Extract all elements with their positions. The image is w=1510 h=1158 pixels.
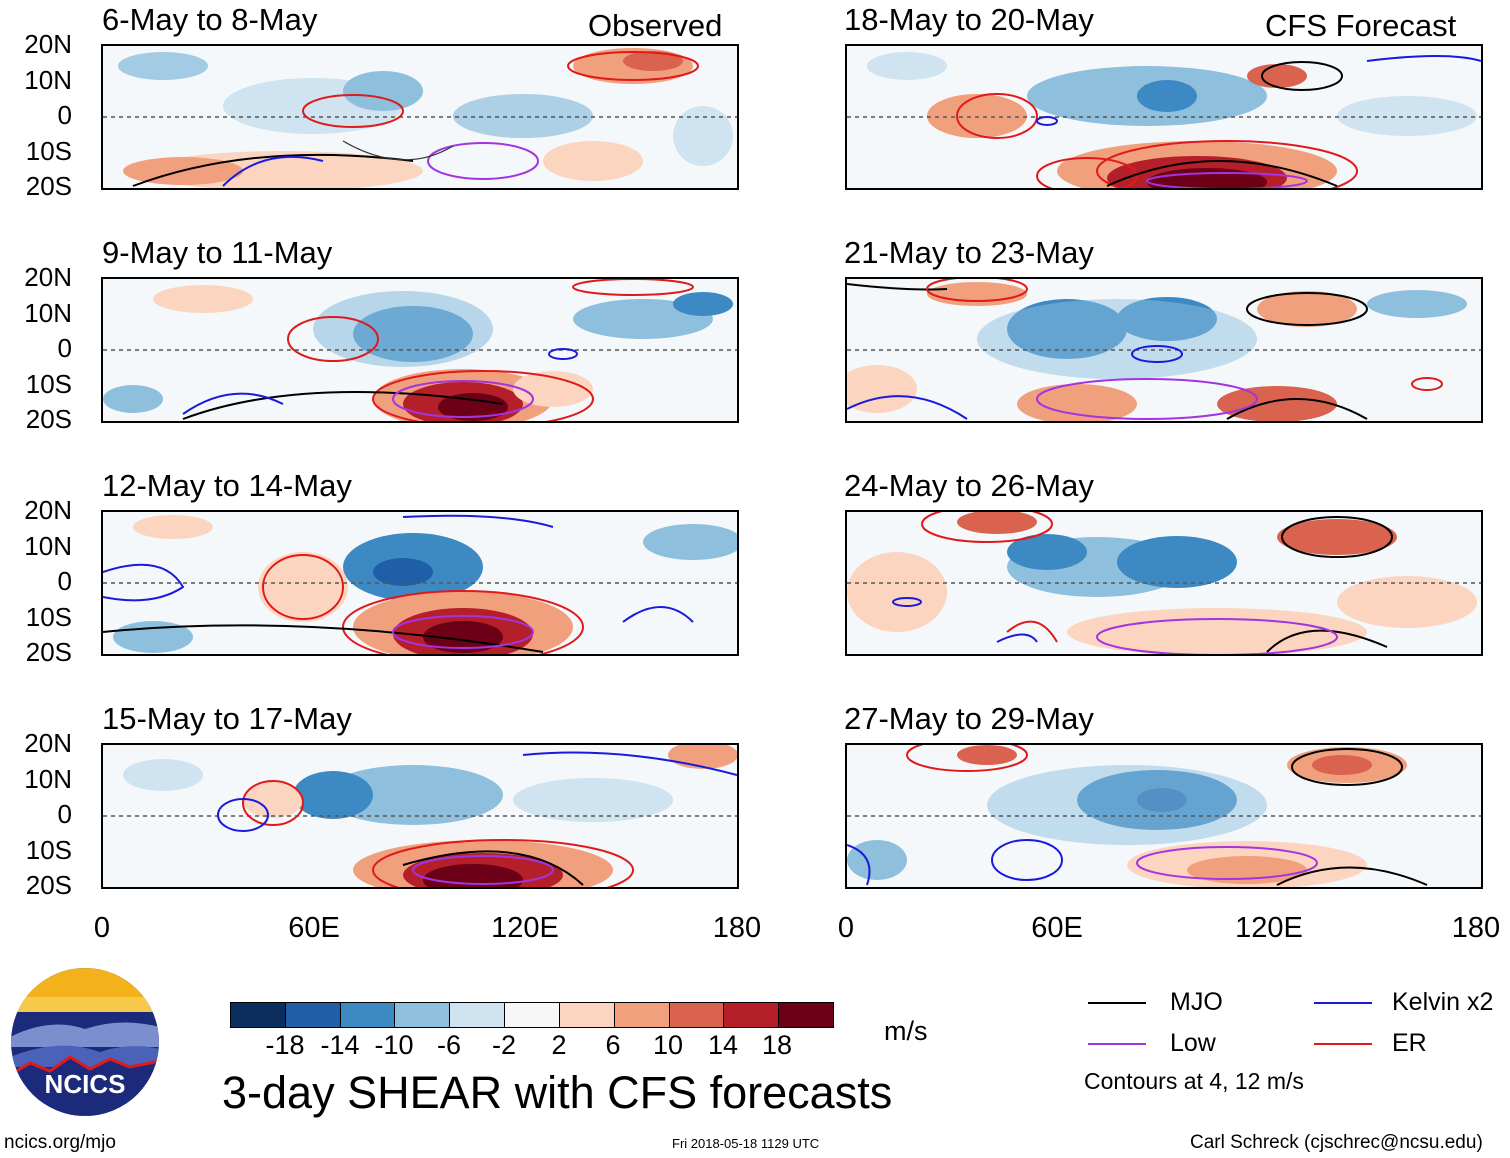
colorbar-swatch xyxy=(559,1003,615,1027)
lat-label: 10N xyxy=(24,65,72,95)
colorbar-tick: -6 xyxy=(436,1030,461,1060)
legend-swatch-kelvin xyxy=(1314,1002,1372,1004)
legend-swatch-er xyxy=(1314,1043,1372,1045)
lat-label: 20N xyxy=(24,728,72,758)
colorbar-swatch xyxy=(450,1003,506,1027)
legend-swatch-mjo xyxy=(1088,1002,1146,1004)
cfs-forecast-label: CFS Forecast xyxy=(1265,8,1457,43)
lon-label: 60E xyxy=(288,912,340,944)
lat-label: 0 xyxy=(57,100,72,130)
legend-label-er: ER xyxy=(1392,1029,1427,1057)
colorbar-swatch xyxy=(395,1003,451,1027)
colorbar-tick: 6 xyxy=(605,1030,621,1060)
map-panel-obs-4 xyxy=(101,743,739,889)
colorbar-unit: m/s xyxy=(884,1016,928,1046)
colorbar-swatch xyxy=(669,1003,725,1027)
lat-label: 20N xyxy=(24,262,72,292)
lon-label: 180 xyxy=(1451,912,1501,944)
lat-label: 10N xyxy=(24,764,72,794)
panel-title: 18-May to 20-May xyxy=(844,2,1094,37)
shear-field xyxy=(847,52,1481,188)
colorbar-tick: -10 xyxy=(374,1030,414,1060)
panel-title: 15-May to 17-May xyxy=(102,701,352,736)
colorbar-swatch xyxy=(614,1003,670,1027)
map-panel-cfs-2 xyxy=(845,277,1483,423)
map-panel-obs-3 xyxy=(101,510,739,656)
legend-label-kelvin: Kelvin x2 xyxy=(1392,988,1494,1016)
legend-label-low: Low xyxy=(1170,1029,1216,1057)
shear-field xyxy=(103,279,737,421)
colorbar-swatch xyxy=(340,1003,396,1027)
lat-label: 10S xyxy=(25,136,72,166)
lon-label: 120E xyxy=(491,912,559,944)
colorbar-tick: -18 xyxy=(265,1030,305,1060)
lon-label: 180 xyxy=(712,912,762,944)
colorbar-swatch xyxy=(231,1003,286,1027)
ncics-logo-icon: NCICS xyxy=(11,968,159,1116)
panel-title: 27-May to 29-May xyxy=(844,701,1094,736)
footer-timestamp: Fri 2018-05-18 1129 UTC xyxy=(672,1136,820,1151)
lat-label: 20S xyxy=(25,870,72,900)
ncics-logo: NCICS xyxy=(10,967,160,1117)
shear-field xyxy=(847,279,1481,421)
lat-label: 20S xyxy=(25,404,72,434)
colorbar-tick: 14 xyxy=(707,1030,739,1060)
lat-label: 0 xyxy=(57,333,72,363)
shear-field xyxy=(103,514,737,654)
shear-field xyxy=(847,745,1481,887)
map-panel-cfs-4 xyxy=(845,743,1483,889)
colorbar-swatch xyxy=(724,1003,780,1027)
colorbar-tick: 18 xyxy=(761,1030,793,1060)
lon-label: 60E xyxy=(1031,912,1083,944)
observed-label: Observed xyxy=(588,8,723,43)
svg-text:NCICS: NCICS xyxy=(45,1069,126,1099)
legend-note: Contours at 4, 12 m/s xyxy=(1084,1068,1304,1094)
colorbar-tick: -14 xyxy=(320,1030,360,1060)
lon-label: 0 xyxy=(93,912,111,944)
lat-label: 10N xyxy=(24,531,72,561)
map-panel-obs-1 xyxy=(101,44,739,190)
panel-title: 21-May to 23-May xyxy=(844,235,1094,270)
main-title: 3-day SHEAR with CFS forecasts xyxy=(222,1067,893,1118)
lon-label: 120E xyxy=(1235,912,1303,944)
lat-label: 10S xyxy=(25,369,72,399)
colorbar-tick: -2 xyxy=(491,1030,516,1060)
lon-label: 0 xyxy=(837,912,855,944)
shear-field xyxy=(103,48,737,188)
shear-field xyxy=(847,512,1481,654)
lat-label: 0 xyxy=(57,566,72,596)
lat-label: 0 xyxy=(57,799,72,829)
colorbar-swatch xyxy=(285,1003,341,1027)
footer-url: ncics.org/mjo xyxy=(4,1132,116,1153)
lat-label: 20S xyxy=(25,171,72,201)
panel-title: 6-May to 8-May xyxy=(102,2,318,37)
map-panel-obs-2 xyxy=(101,277,739,423)
map-panel-cfs-1 xyxy=(845,44,1483,190)
shear-field xyxy=(103,745,737,887)
colorbar-tick: 10 xyxy=(652,1030,684,1060)
colorbar-swatch xyxy=(779,1003,833,1027)
lat-label: 20N xyxy=(24,495,72,525)
lat-label: 20N xyxy=(24,29,72,59)
colorbar-tick: 2 xyxy=(551,1030,567,1060)
legend-swatch-low xyxy=(1088,1043,1146,1045)
footer-credit: Carl Schreck (cjschrec@ncsu.edu) xyxy=(1190,1132,1483,1153)
lat-label: 10S xyxy=(25,835,72,865)
panel-title: 9-May to 11-May xyxy=(102,235,333,270)
lat-label: 10N xyxy=(24,298,72,328)
colorbar xyxy=(230,1002,834,1028)
lat-label: 20S xyxy=(25,637,72,667)
map-panel-cfs-3 xyxy=(845,510,1483,656)
lat-label: 10S xyxy=(25,602,72,632)
panel-title: 24-May to 26-May xyxy=(844,468,1094,503)
legend-label-mjo: MJO xyxy=(1170,988,1223,1016)
panel-title: 12-May to 14-May xyxy=(102,468,352,503)
colorbar-swatch xyxy=(505,1003,560,1027)
